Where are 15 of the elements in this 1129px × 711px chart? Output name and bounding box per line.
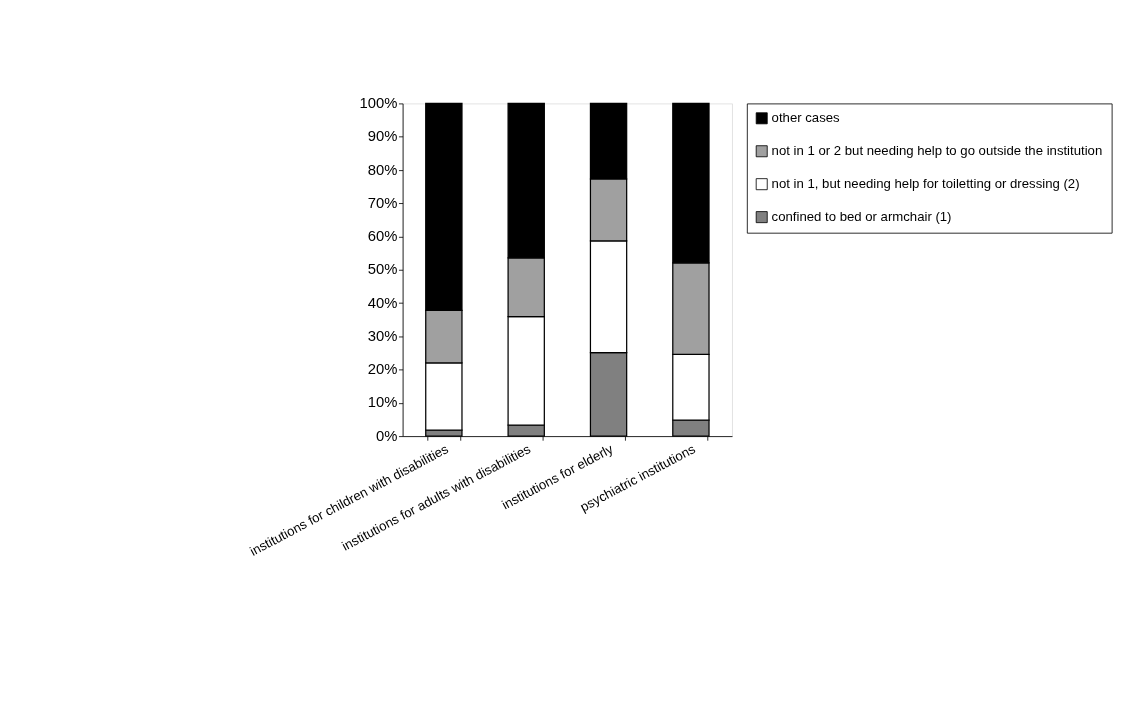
- legend-label: confined to bed or armchair (1): [771, 209, 952, 225]
- legend-label: not in 1 or 2 but needing help to go outside the institution: [771, 143, 1103, 159]
- y-tick-label: 40%: [367, 294, 398, 311]
- y-tick-label: 20%: [367, 361, 398, 378]
- y-tick-label: 70%: [367, 194, 398, 211]
- y-tick-label: 60%: [367, 228, 398, 245]
- legend-label: other cases: [771, 110, 841, 126]
- y-tick-label: 50%: [367, 261, 398, 278]
- y-tick-label: 10%: [367, 394, 398, 411]
- y-tick-label: 90%: [367, 128, 398, 145]
- y-tick-label: 100%: [359, 95, 398, 112]
- y-tick-label: 30%: [367, 327, 398, 344]
- legend-label: not in 1, but needing help for toiletting or dressing (2): [771, 176, 1080, 192]
- y-tick-label: 0%: [375, 427, 398, 444]
- y-tick-label: 80%: [367, 161, 398, 178]
